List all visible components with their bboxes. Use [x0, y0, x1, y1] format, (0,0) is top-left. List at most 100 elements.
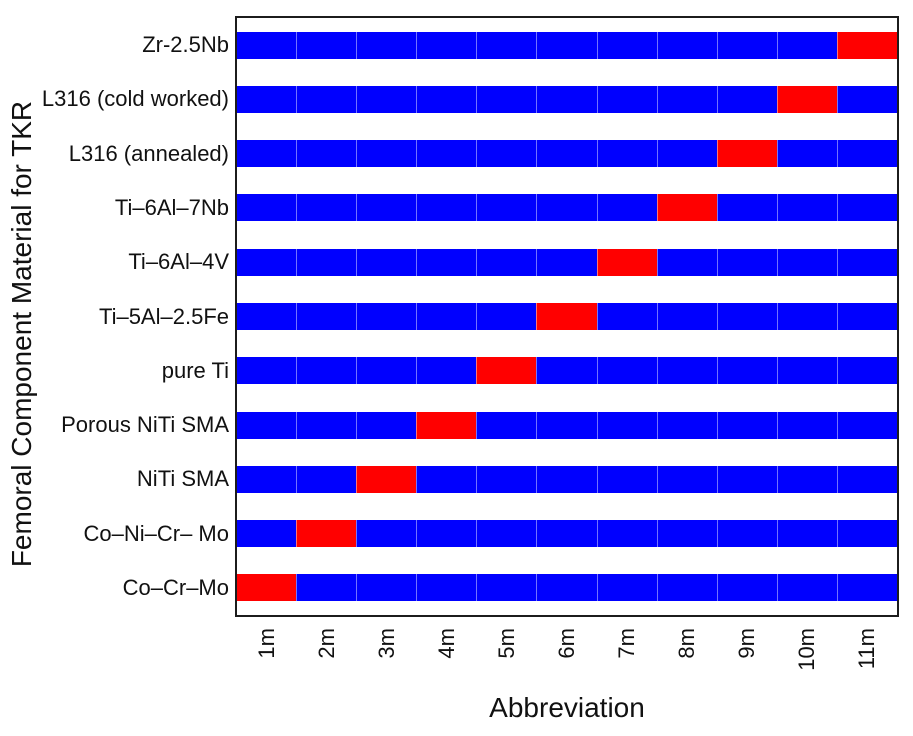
heatmap-cell — [716, 465, 777, 493]
heatmap-cell — [476, 411, 537, 439]
y-category-label: Ti–5Al–2.5Fe — [98, 303, 229, 329]
heatmap-cell — [596, 140, 657, 168]
heatmap-cell — [356, 574, 417, 602]
heatmap-cell — [656, 140, 717, 168]
heatmap-cell-highlight — [356, 465, 417, 493]
heatmap-cell — [716, 574, 777, 602]
heatmap-cell — [776, 411, 837, 439]
heatmap-cell — [836, 303, 898, 330]
heatmap-cell — [716, 520, 777, 548]
heatmap-cell — [776, 520, 837, 548]
heatmap-cell — [356, 357, 417, 385]
heatmap-cell — [716, 194, 777, 222]
y-category-label: L316 (cold worked) — [41, 86, 229, 112]
heatmap-cell — [656, 357, 717, 385]
heatmap-cell — [416, 194, 477, 222]
heatmap-cell — [536, 140, 597, 168]
heatmap-cell — [237, 465, 297, 493]
heatmap-cell — [656, 411, 717, 439]
heatmap-cell — [416, 465, 477, 493]
heatmap-cell-highlight — [596, 248, 657, 276]
heatmap-cell — [356, 248, 417, 276]
heatmap-cell — [776, 465, 837, 493]
x-tick-label: 11m — [854, 628, 879, 670]
heatmap-cell — [836, 465, 898, 493]
heatmap-cell — [296, 574, 357, 602]
heatmap-cell-highlight — [716, 140, 777, 168]
x-axis-title: Abbreviation — [489, 692, 645, 723]
y-category-label: NiTi SMA — [136, 466, 229, 492]
heatmap-cell-highlight — [836, 31, 898, 59]
heatmap-cell — [476, 520, 537, 548]
heatmap-row — [237, 465, 898, 493]
x-tick-label: 10m — [794, 628, 819, 671]
heatmap-cell — [836, 411, 898, 439]
heatmap-row — [237, 357, 898, 385]
y-category-label: Co–Cr–Mo — [122, 574, 229, 600]
heatmap-cell — [776, 194, 837, 222]
y-category-label: Co–Ni–Cr– Mo — [83, 520, 230, 546]
heatmap-cell — [596, 520, 657, 548]
heatmap-cell — [296, 465, 357, 493]
heatmap-cell — [656, 574, 717, 602]
heatmap-cell — [596, 357, 657, 385]
heatmap-cell — [237, 248, 297, 276]
heatmap-cell — [476, 574, 537, 602]
heatmap-cell — [476, 194, 537, 222]
heatmap-cell — [237, 520, 297, 548]
heatmap-cell — [416, 357, 477, 385]
heatmap-row — [237, 31, 898, 59]
heatmap-cell-highlight — [656, 194, 717, 222]
heatmap-cell-highlight — [416, 411, 477, 439]
heatmap-row — [237, 140, 898, 168]
plot-panel — [235, 16, 899, 617]
x-tick-label: 9m — [734, 628, 759, 659]
heatmap-cell — [536, 574, 597, 602]
heatmap-cell — [356, 140, 417, 168]
heatmap-cell — [596, 85, 657, 113]
heatmap-cell — [716, 411, 777, 439]
heatmap-cell-highlight — [476, 357, 537, 385]
heatmap-cell — [237, 357, 297, 385]
heatmap-cell — [356, 85, 417, 113]
heatmap-cell — [656, 85, 717, 113]
heatmap-cell — [776, 357, 837, 385]
heatmap-cell — [596, 465, 657, 493]
x-tick-label: 7m — [614, 628, 639, 659]
x-tick-label: 4m — [434, 628, 459, 659]
heatmap-cell — [596, 31, 657, 59]
heatmap-cell — [656, 465, 717, 493]
y-category-label: Ti–6Al–7Nb — [114, 194, 229, 220]
heatmap-cell-highlight — [776, 85, 837, 113]
heatmap-cell — [356, 31, 417, 59]
heatmap-cell — [836, 140, 898, 168]
x-tick-label: 1m — [254, 628, 279, 659]
heatmap-cell — [776, 140, 837, 168]
x-tick-label: 5m — [494, 628, 519, 659]
y-category-label: Porous NiTi SMA — [61, 412, 229, 438]
y-category-label: pure Ti — [161, 357, 229, 383]
heatmap-cell — [237, 303, 297, 330]
heatmap-cell — [596, 303, 657, 330]
heatmap-cell — [296, 140, 357, 168]
x-tick-label: 8m — [674, 628, 699, 659]
heatmap-cell — [596, 194, 657, 222]
y-category-label: Zr-2.5Nb — [142, 32, 229, 58]
heatmap-cell — [476, 465, 537, 493]
heatmap-cell — [536, 248, 597, 276]
heatmap-cell — [296, 357, 357, 385]
heatmap-row — [237, 303, 898, 330]
heatmap-cell — [237, 411, 297, 439]
y-category-label: L316 (annealed) — [68, 140, 229, 166]
heatmap-cell — [356, 303, 417, 330]
heatmap-cell — [776, 31, 837, 59]
heatmap-cell — [296, 248, 357, 276]
heatmap-cell — [656, 520, 717, 548]
heatmap-cell-highlight — [296, 520, 357, 548]
heatmap-cell — [476, 85, 537, 113]
heatmap-row — [237, 574, 898, 602]
heatmap-cell — [596, 574, 657, 602]
x-tick-label: 2m — [314, 628, 339, 659]
heatmap-cell — [836, 357, 898, 385]
